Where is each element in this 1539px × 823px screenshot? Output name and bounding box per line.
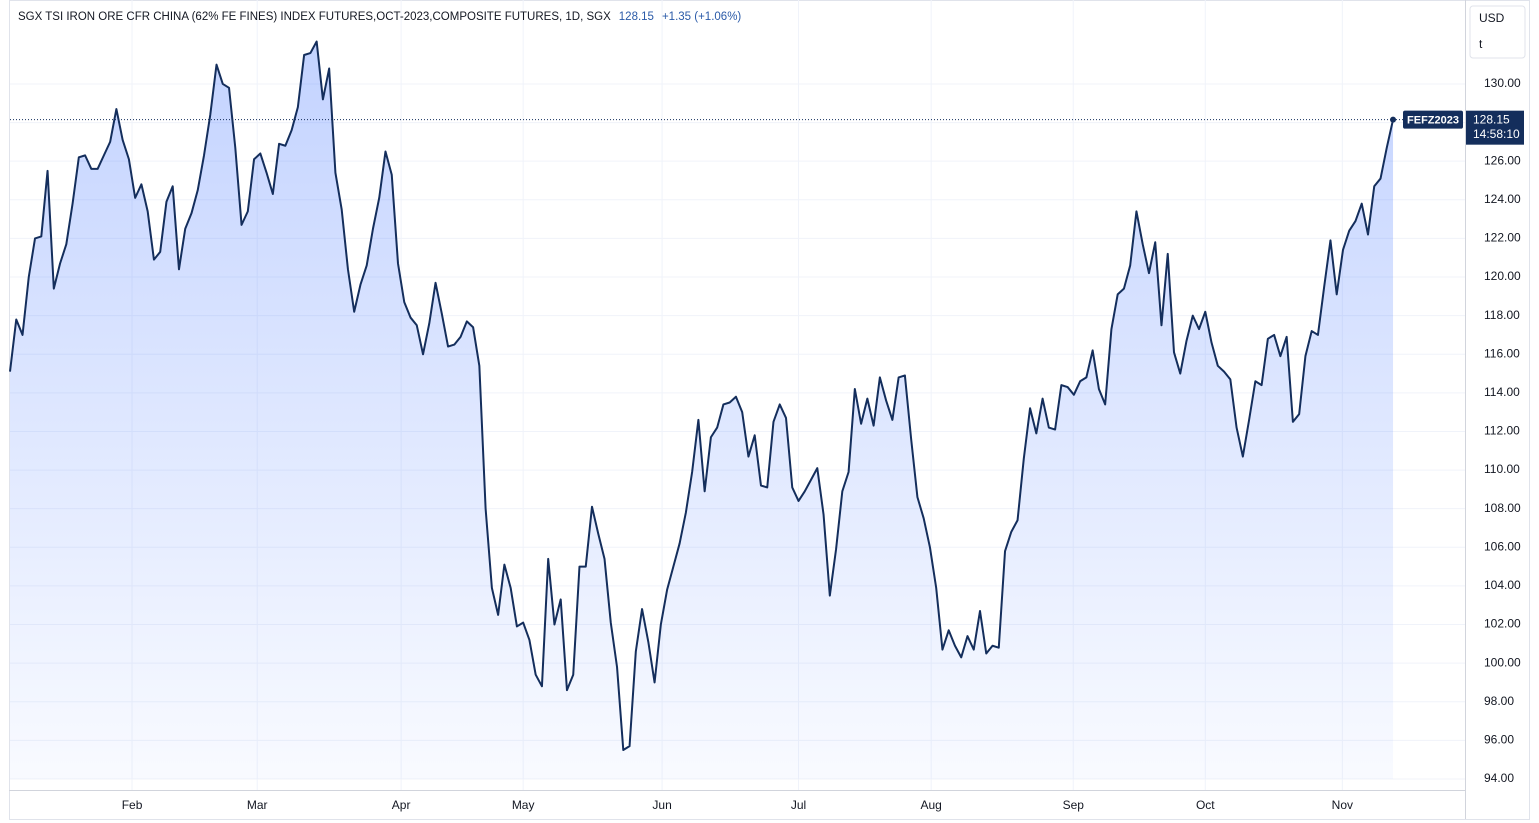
x-tick-label: Nov xyxy=(1332,798,1353,812)
x-tick-label: Apr xyxy=(392,798,411,812)
x-tick-label: Feb xyxy=(122,798,143,812)
last-price: 128.15 xyxy=(619,11,654,23)
y-tick-label: 100.00 xyxy=(1484,655,1521,669)
last-point xyxy=(1390,116,1397,123)
x-tick-label: Oct xyxy=(1196,798,1215,812)
area-fill xyxy=(10,41,1394,780)
series-tag: FEFZ2023 xyxy=(1407,115,1459,127)
unit[interactable]: t xyxy=(1479,37,1483,51)
chart-title: SGX TSI IRON ORE CFR CHINA (62% FE FINES… xyxy=(18,11,611,23)
x-tick-label: Jun xyxy=(652,798,671,812)
y-tick-label: 130.00 xyxy=(1484,76,1521,90)
y-tick-label: 124.00 xyxy=(1484,192,1521,206)
change: +1.35 (+1.06%) xyxy=(662,11,741,23)
currency[interactable]: USD xyxy=(1479,11,1505,25)
y-tick-label: 114.00 xyxy=(1484,385,1520,399)
y-tick-label: 118.00 xyxy=(1484,308,1520,322)
axes: 94.00 96.00 98.00 100.00 102.00 104.00 106.00 1… xyxy=(122,76,1521,812)
y-tick-label: 108.00 xyxy=(1484,501,1521,515)
price-tag-bg xyxy=(1466,110,1524,145)
unit-box[interactable] xyxy=(1469,5,1526,59)
y-tick-label: 120.00 xyxy=(1484,269,1521,283)
y-tick-label: 110.00 xyxy=(1484,462,1520,476)
time-tag: 14:58:10 xyxy=(1473,127,1520,141)
y-tick-label: 126.00 xyxy=(1484,153,1521,167)
frame xyxy=(9,0,1530,820)
x-tick-label: Jul xyxy=(791,798,806,812)
x-tick-label: Sep xyxy=(1063,798,1085,812)
y-tick-label: 94.00 xyxy=(1484,771,1514,785)
y-tick-label: 102.00 xyxy=(1484,617,1521,631)
x-tick-label: May xyxy=(512,798,535,812)
y-tick-label: 106.00 xyxy=(1484,539,1521,553)
plot xyxy=(9,40,1465,780)
series-tag-bg xyxy=(1403,110,1463,129)
y-tick-label: 122.00 xyxy=(1484,231,1521,245)
x-tick-label: Mar xyxy=(247,798,268,812)
y-tick-label: 98.00 xyxy=(1484,694,1514,708)
series-line xyxy=(9,40,1395,751)
y-tick-label: 116.00 xyxy=(1484,346,1520,360)
price-tag: 128.15 xyxy=(1473,112,1510,126)
x-tick-label: Aug xyxy=(921,798,942,812)
y-tick-label: 96.00 xyxy=(1484,733,1514,747)
y-tick-label: 112.00 xyxy=(1484,424,1520,438)
y-tick-label: 104.00 xyxy=(1484,578,1521,592)
